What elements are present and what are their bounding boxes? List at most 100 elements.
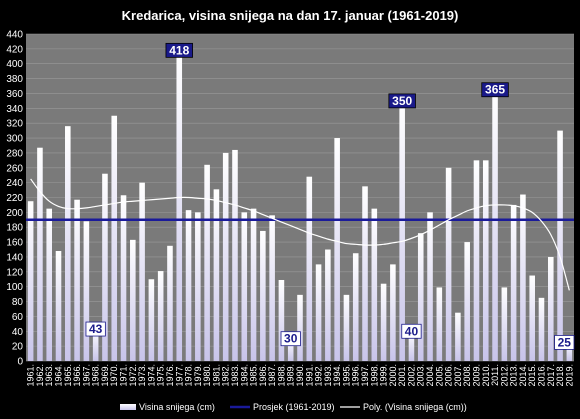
x-tick-label: 1988. — [276, 364, 286, 387]
callout-box — [280, 331, 301, 347]
bar — [185, 210, 192, 361]
x-tick-label: 2003. — [416, 364, 426, 387]
y-tick-label: 40 — [12, 327, 24, 338]
bar — [362, 186, 368, 361]
x-tick-label: 1978. — [184, 364, 194, 387]
bar — [547, 256, 554, 361]
bar — [501, 287, 508, 361]
legend-label-bar: Visina snijega (cm) — [139, 402, 215, 412]
x-tick-label: 1982. — [221, 364, 231, 387]
bar — [371, 208, 378, 361]
y-tick-label: 0 — [17, 357, 23, 368]
x-tick-label: 2007. — [453, 364, 463, 387]
bar — [529, 275, 535, 361]
x-tick-label: 2014. — [518, 364, 528, 387]
bar — [538, 297, 545, 361]
bar — [492, 89, 498, 361]
y-tick-label: 220 — [6, 193, 23, 204]
bar — [334, 138, 340, 361]
x-tick-label: 1979. — [193, 364, 203, 387]
x-tick-label: 1993. — [323, 364, 333, 387]
x-tick-label: 2018. — [555, 364, 565, 387]
callout-label: 350 — [392, 94, 412, 108]
bar — [195, 212, 201, 361]
x-tick-label: 1997. — [360, 364, 370, 387]
bar — [120, 195, 127, 361]
x-tick-label: 2011. — [490, 364, 500, 386]
x-tick-label: 2009. — [471, 364, 481, 387]
bar — [473, 160, 480, 361]
bar — [297, 294, 303, 361]
bar — [27, 201, 34, 361]
callout-box — [165, 42, 193, 58]
bar — [269, 215, 275, 361]
bar — [204, 164, 210, 361]
bar — [83, 221, 90, 361]
callout-label: 30 — [284, 332, 298, 346]
y-tick-label: 240 — [6, 178, 23, 189]
x-tick-label: 1985. — [249, 364, 259, 387]
legend-label-average: Prosjek (1961-2019) — [253, 402, 335, 412]
y-tick-label: 300 — [6, 134, 23, 145]
bar — [232, 149, 238, 361]
y-tick-label: 420 — [6, 44, 23, 55]
bar — [287, 338, 294, 361]
bar — [92, 329, 99, 361]
chart-title: Kredarica, visina snijega na dan 17. jan… — [122, 8, 459, 23]
x-tick-label: 1962. — [35, 364, 45, 387]
bar — [241, 212, 248, 361]
bar — [557, 130, 563, 361]
bar — [46, 208, 53, 361]
y-tick-label: 180 — [6, 223, 23, 234]
bar — [427, 212, 433, 361]
bar — [520, 194, 526, 361]
x-tick-label: 1990. — [295, 364, 305, 387]
bar — [566, 342, 573, 361]
x-tick-label: 1994. — [332, 364, 342, 387]
callout-box — [85, 321, 106, 337]
bar — [278, 279, 285, 361]
x-tick-label: 2004. — [425, 364, 435, 387]
callout-box — [388, 93, 416, 109]
x-tick-label: 2006. — [444, 364, 454, 387]
x-tick-label: 1961. — [26, 364, 36, 387]
x-tick-label: 1964. — [54, 364, 64, 387]
x-tick-label: 2000. — [388, 364, 398, 387]
bar — [130, 239, 136, 361]
y-tick-label: 60 — [12, 312, 24, 323]
x-tick-label: 1989. — [286, 364, 296, 387]
bar — [436, 287, 443, 361]
bar — [250, 208, 257, 361]
x-tick-label: 1969. — [100, 364, 110, 387]
x-tick-label: 1977. — [174, 364, 184, 387]
bar — [139, 182, 145, 361]
bar — [260, 230, 266, 361]
x-tick-label: 1984. — [239, 364, 249, 387]
y-tick-label: 100 — [6, 282, 23, 293]
x-tick-label: 1975. — [156, 364, 166, 387]
x-tick-label: 1974. — [146, 364, 156, 387]
bar — [417, 233, 424, 361]
callout-box — [554, 335, 575, 350]
legend-label-trend: Poly. (Visina snijega (cm)) — [363, 402, 467, 412]
x-tick-label: 1999. — [379, 364, 389, 387]
bar — [455, 312, 461, 361]
y-tick-label: 200 — [6, 208, 23, 219]
y-tick-label: 340 — [6, 104, 23, 115]
bar — [325, 249, 331, 361]
x-tick-label: 2008. — [462, 364, 472, 387]
x-tick-label: 1981. — [211, 364, 221, 387]
bar — [482, 160, 489, 361]
x-tick-label: 2013. — [509, 364, 519, 387]
callout-label: 25 — [558, 335, 572, 349]
x-tick-label: 1998. — [369, 364, 379, 387]
x-tick-label: 2001. — [397, 364, 407, 387]
y-tick-label: 360 — [6, 89, 23, 100]
bar — [306, 176, 313, 361]
x-tick-label: 2015. — [527, 364, 537, 387]
bars — [27, 50, 573, 362]
x-tick-label: 1991. — [304, 364, 314, 387]
x-tick-label: 1963. — [44, 364, 54, 387]
x-tick-label: 1986. — [258, 364, 268, 387]
